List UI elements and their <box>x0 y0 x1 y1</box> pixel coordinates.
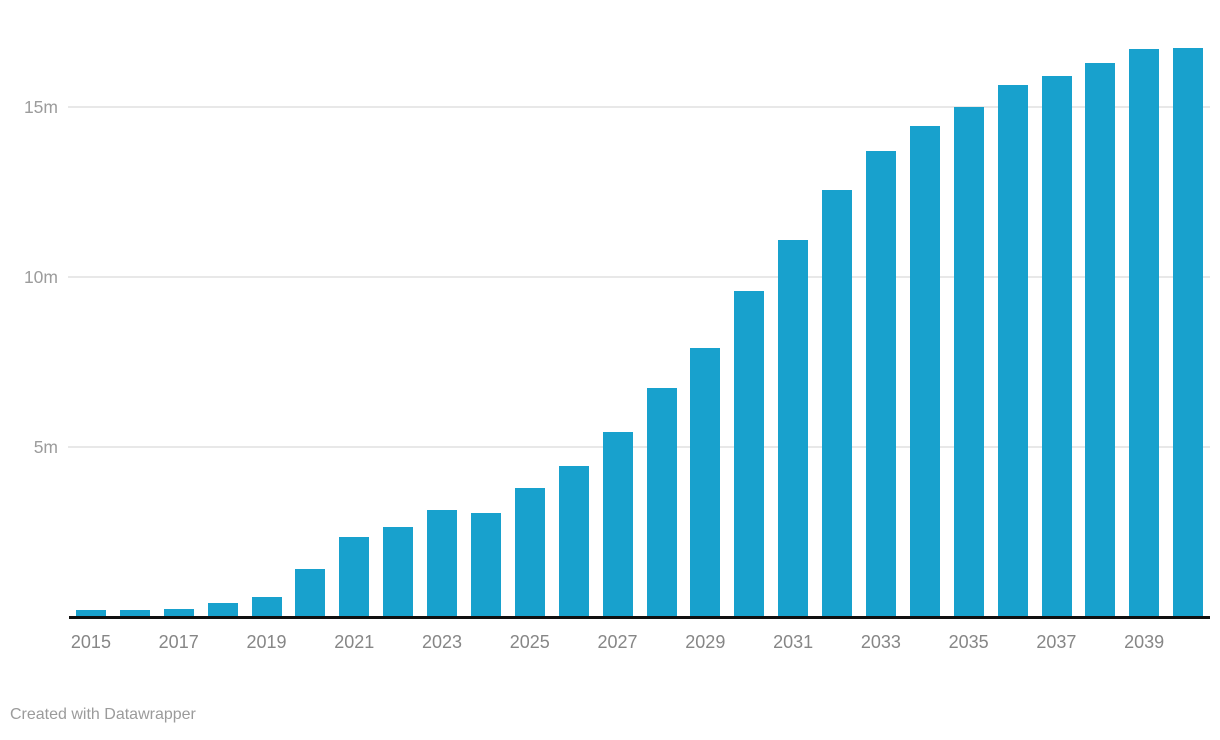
bar-slot-2026 <box>552 0 596 617</box>
bar-2035 <box>953 107 984 617</box>
x-tick-label-2021: 2021 <box>334 632 375 652</box>
bar-2020 <box>295 569 326 617</box>
bar-slot-2022 <box>376 0 420 617</box>
bar-slot-2027 <box>596 0 640 617</box>
x-tick-label-2037: 2037 <box>1036 632 1077 652</box>
y-tick-label-10m: 10m <box>23 267 58 287</box>
x-tick-label-2027: 2027 <box>597 632 638 652</box>
x-tick-label-2035: 2035 <box>948 632 989 652</box>
gridline-10m <box>68 276 1210 278</box>
bar-slot-2024 <box>464 0 508 617</box>
bar-slot-2028 <box>640 0 684 617</box>
bar-2017 <box>163 608 194 617</box>
bar-2030 <box>734 290 765 617</box>
bar-2034 <box>909 125 940 617</box>
bar-2037 <box>1041 76 1072 617</box>
bar-slot-2017 <box>157 0 201 617</box>
bar-slot-2021 <box>332 0 376 617</box>
bar-slot-2035 <box>947 0 991 617</box>
bar-2033 <box>865 151 896 617</box>
bar-2019 <box>251 596 282 617</box>
bar-2021 <box>339 537 370 617</box>
x-tick-label-2019: 2019 <box>246 632 287 652</box>
x-tick-label-2033: 2033 <box>860 632 901 652</box>
bar-slot-2038 <box>1078 0 1122 617</box>
x-tick-label-2031: 2031 <box>773 632 814 652</box>
bar-slot-2023 <box>420 0 464 617</box>
bar-slot-2040 <box>1166 0 1210 617</box>
bar-2025 <box>514 487 545 617</box>
gridline-5m <box>68 446 1210 448</box>
bar-slot-2030 <box>727 0 771 617</box>
bar-slot-2031 <box>771 0 815 617</box>
bar-2024 <box>470 513 501 617</box>
x-tick-label-2025: 2025 <box>509 632 550 652</box>
bar-2027 <box>602 431 633 617</box>
gridline-15m <box>68 106 1210 108</box>
bar-2026 <box>558 465 589 617</box>
bar-slot-2034 <box>903 0 947 617</box>
bar-2022 <box>383 526 414 617</box>
bar-2016 <box>119 610 150 617</box>
x-tick-label-2015: 2015 <box>70 632 111 652</box>
plot-area <box>69 0 1210 617</box>
bar-2029 <box>690 348 721 617</box>
bar-slot-2016 <box>113 0 157 617</box>
bar-2018 <box>207 603 238 617</box>
bar-slot-2020 <box>288 0 332 617</box>
datawrapper-attribution[interactable]: Created with Datawrapper <box>10 706 196 723</box>
bar-2023 <box>427 509 458 617</box>
y-tick-label-15m: 15m <box>23 97 58 117</box>
bar-slot-2015 <box>69 0 113 617</box>
bar-slot-2018 <box>201 0 245 617</box>
bar-slot-2039 <box>1122 0 1166 617</box>
bar-2040 <box>1173 47 1204 617</box>
bar-slot-2036 <box>991 0 1035 617</box>
bar-slot-2032 <box>815 0 859 617</box>
bar-2015 <box>75 610 106 617</box>
bar-2036 <box>997 84 1028 617</box>
y-tick-label-5m: 5m <box>33 437 58 457</box>
bar-2028 <box>646 387 677 617</box>
bar-slot-2019 <box>245 0 289 617</box>
bar-slot-2025 <box>508 0 552 617</box>
x-tick-label-2039: 2039 <box>1124 632 1165 652</box>
bar-slot-2029 <box>683 0 727 617</box>
bar-2038 <box>1085 62 1116 617</box>
bar-2031 <box>778 239 809 617</box>
bar-slot-2037 <box>1035 0 1079 617</box>
x-tick-label-2023: 2023 <box>421 632 463 652</box>
bar-2039 <box>1129 49 1160 617</box>
bar-2032 <box>822 190 853 617</box>
x-tick-label-2029: 2029 <box>685 632 726 652</box>
bar-slot-2033 <box>859 0 903 617</box>
x-axis-line <box>69 616 1210 619</box>
x-tick-label-2017: 2017 <box>158 632 199 652</box>
